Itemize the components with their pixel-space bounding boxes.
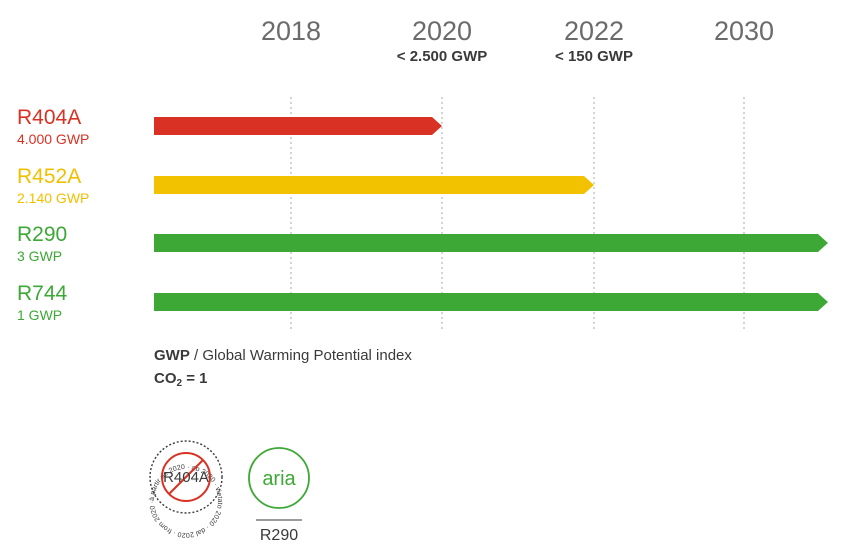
gwp-limit-2022: < 150 GWP	[555, 48, 633, 65]
refrigerant-gwp: 4.000 GWP	[17, 131, 89, 147]
refrigerant-gwp: 1 GWP	[17, 307, 62, 323]
year-label-2018: 2018	[261, 16, 321, 46]
prohibition-icon	[161, 452, 211, 502]
refrigerant-name: R744	[17, 282, 68, 305]
prohibition-slash	[168, 459, 204, 495]
timeline-bar-r290	[154, 234, 828, 252]
year-gridlines	[290, 97, 745, 332]
approved-refrigerant-caption: R290	[260, 527, 298, 544]
row-r290: R290 3 GWP	[17, 223, 828, 264]
banned-refrigerant-label: R404A	[163, 469, 209, 486]
aria-logo-ring	[248, 447, 310, 509]
refrigerant-timeline-chart: 2018 2020 < 2.500 GWP 2022 < 150 GWP 2030 R40…	[17, 16, 828, 332]
timeline-bar-r744	[154, 293, 828, 311]
year-label-2030: 2030	[714, 16, 774, 46]
year-label-2020: 2020	[412, 16, 472, 46]
year-axis: 2018 2020 < 2.500 GWP 2022 < 150 GWP 2030	[261, 16, 774, 65]
aria-r290-badge: aria R290	[248, 447, 310, 544]
badges: à partir de 2020 · ab 2020 · vietato 202…	[149, 440, 310, 544]
refrigerant-name: R452A	[17, 165, 81, 188]
gwp-limit-2020: < 2.500 GWP	[397, 48, 487, 65]
co2-reference: CO2 = 1	[154, 370, 208, 389]
refrigerant-rows: R404A 4.000 GWP R452A 2.140 GWP R290 3 GWP R74…	[17, 106, 828, 323]
refrigerant-gwp: 3 GWP	[17, 248, 62, 264]
gwp-definition: GWP / Global Warming Potential index	[154, 347, 412, 364]
refrigerant-name: R290	[17, 223, 67, 246]
aria-logo: aria	[262, 468, 296, 490]
timeline-bar-r404a	[154, 117, 442, 135]
year-label-2022: 2022	[564, 16, 624, 46]
r404a-banned-badge: à partir de 2020 · ab 2020 · vietato 202…	[149, 440, 223, 538]
row-r744: R744 1 GWP	[17, 282, 828, 323]
timeline-bar-r452a	[154, 176, 594, 194]
badge-dashed-ring	[149, 440, 223, 514]
row-r404a: R404A 4.000 GWP	[17, 106, 442, 147]
row-r452a: R452A 2.140 GWP	[17, 165, 594, 206]
refrigerant-gwp: 2.140 GWP	[17, 190, 89, 206]
refrigerant-name: R404A	[17, 106, 81, 129]
